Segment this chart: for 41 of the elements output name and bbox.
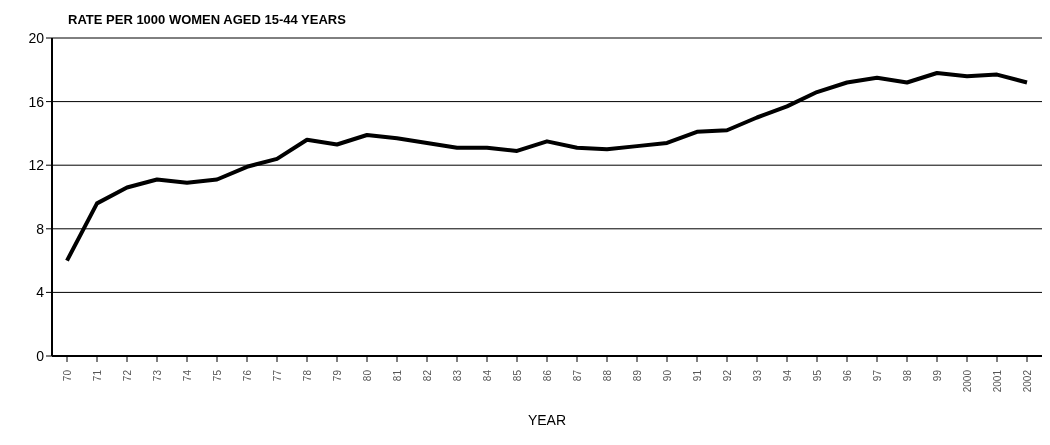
x-tick-label: 91 <box>691 369 703 382</box>
x-tick-label: 2000 <box>961 369 973 393</box>
x-tick-label: 96 <box>841 369 853 382</box>
x-tick-label: 2001 <box>991 369 1003 393</box>
x-tick-label: 71 <box>91 369 103 382</box>
x-tick-label: 85 <box>511 369 523 382</box>
y-tick-label: 20 <box>28 29 45 46</box>
x-tick-label: 87 <box>571 369 583 382</box>
y-tick-label: 12 <box>28 157 45 174</box>
x-tick-label: 95 <box>811 369 823 382</box>
y-tick-label: 0 <box>36 347 45 364</box>
x-tick-label: 92 <box>721 369 733 382</box>
y-tick-label: 8 <box>36 220 45 237</box>
x-tick-label: 70 <box>61 369 73 382</box>
x-tick-label: 88 <box>601 369 613 382</box>
x-tick-label: 83 <box>451 369 463 382</box>
chart-title: RATE PER 1000 WOMEN AGED 15-44 YEARS <box>68 12 346 27</box>
x-tick-label: 73 <box>151 369 163 382</box>
x-tick-label: 86 <box>541 369 553 382</box>
x-tick-label: 79 <box>331 369 343 382</box>
x-tick-label: 72 <box>121 369 133 382</box>
x-tick-label: 78 <box>301 369 313 382</box>
x-tick-label: 2002 <box>1021 369 1033 393</box>
x-tick-label: 80 <box>361 369 373 382</box>
x-tick-label: 76 <box>241 369 253 382</box>
y-tick-label: 4 <box>36 284 45 301</box>
x-tick-label: 77 <box>271 369 283 382</box>
x-tick-label: 82 <box>421 369 433 382</box>
y-tick-label: 16 <box>28 93 45 110</box>
x-axis-title: YEAR <box>526 412 568 428</box>
x-tick-label: 74 <box>181 369 193 382</box>
x-tick-label: 97 <box>871 369 883 382</box>
x-tick-label: 99 <box>931 369 943 382</box>
x-tick-label: 84 <box>481 369 493 382</box>
x-tick-label: 90 <box>661 369 673 382</box>
x-tick-label: 98 <box>901 369 913 382</box>
x-tick-label: 93 <box>751 369 763 382</box>
x-tick-label: 81 <box>391 369 403 382</box>
x-tick-label: 94 <box>781 369 793 382</box>
x-tick-label: 75 <box>211 369 223 382</box>
x-tick-label: 89 <box>631 369 643 382</box>
